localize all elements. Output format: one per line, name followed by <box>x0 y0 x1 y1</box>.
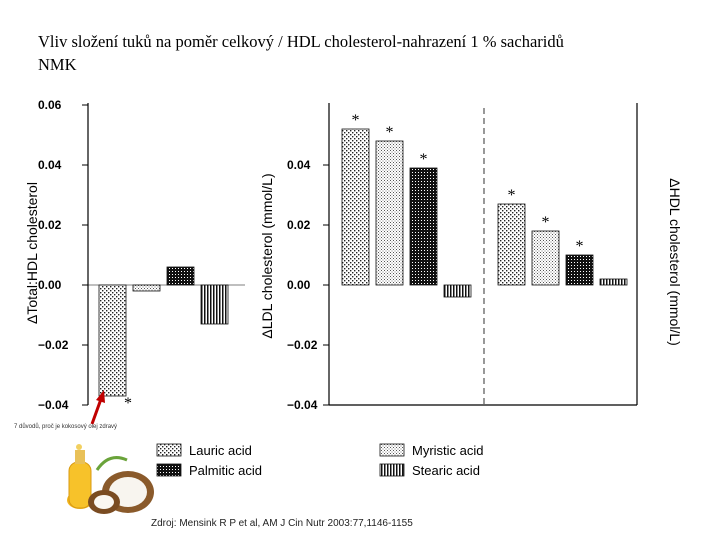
legend-swatch-stearic <box>379 463 405 477</box>
bar-ldl-myristic <box>375 140 404 286</box>
left-tick-labels: 0.06 0.04 0.02 0.00 −0.02 −0.04 <box>38 98 88 412</box>
significance-star-hdl-palmitic: * <box>576 238 584 255</box>
bar-total-hdl-lauric <box>98 284 127 397</box>
source-citation: Zdroj: Mensink R P et al, AM J Cin Nutr … <box>151 518 413 529</box>
coconut-oil-bottle-image <box>67 444 154 514</box>
bar-ldl-lauric <box>341 128 370 286</box>
bar-total-hdl-myristic <box>132 284 161 292</box>
bar-total-hdl-stearic <box>200 284 229 325</box>
significance-star-ldl-palmitic: * <box>420 151 428 168</box>
title-line-2: NMK <box>38 55 77 74</box>
legend-label-myristic: Myristic acid <box>412 443 484 458</box>
left-tick-label: −0.02 <box>38 338 69 352</box>
left-tick-label: 0.00 <box>38 278 62 292</box>
ylabel-hdl: ΔHDL cholesterol (mmol/L) <box>667 178 683 346</box>
middle-tick-label: −0.04 <box>287 398 318 412</box>
ylabel-ldl: ΔLDL cholesterol (mmol/L) <box>259 173 275 338</box>
middle-tick-labels: 0.04 0.02 0.00 −0.02 −0.04 <box>287 158 329 412</box>
left-tick-label: −0.04 <box>38 398 69 412</box>
bar-ldl-palmitic <box>409 167 438 286</box>
middle-tick-label: 0.04 <box>287 158 311 172</box>
legend-swatch-palmitic <box>156 463 182 477</box>
legend-label-palmitic: Palmitic acid <box>189 463 262 478</box>
significance-star-ldl-lauric: * <box>352 112 360 129</box>
significance-star-hdl-lauric: * <box>508 187 516 204</box>
legend-label-stearic: Stearic acid <box>412 463 480 478</box>
significance-star-total-hdl-lauric: * <box>124 395 132 412</box>
significance-star-hdl-myristic: * <box>542 214 550 231</box>
bar-hdl-lauric <box>497 203 526 286</box>
legend-swatch-lauric <box>156 443 182 457</box>
left-tick-label: 0.06 <box>38 98 62 112</box>
bar-total-hdl-palmitic <box>166 266 195 286</box>
legend-swatch-myristic <box>379 443 405 457</box>
legend-label-lauric: Lauric acid <box>189 443 252 458</box>
bars <box>98 128 628 397</box>
left-tick-label: 0.02 <box>38 218 62 232</box>
significance-marks: * * * * * * * <box>124 112 584 412</box>
chart-title: Vliv složení tuků na poměr celkový / HDL… <box>38 30 718 76</box>
bar-hdl-stearic <box>599 278 628 286</box>
bar-hdl-myristic <box>531 230 560 286</box>
image-caption-note: 7 důvodů, proč je kokosový olej zdravý <box>14 424 118 430</box>
bar-hdl-palmitic <box>565 254 594 286</box>
middle-tick-label: −0.02 <box>287 338 318 352</box>
significance-star-ldl-myristic: * <box>386 124 394 141</box>
middle-tick-label: 0.00 <box>287 278 311 292</box>
middle-tick-label: 0.02 <box>287 218 311 232</box>
legend: Lauric acid Palmitic acid Myristic acid … <box>156 443 484 478</box>
ylabel-total-hdl: ΔTotal:HDL cholesterol <box>24 182 40 324</box>
red-arrow-icon <box>90 390 105 425</box>
title-line-1: Vliv složení tuků na poměr celkový / HDL… <box>38 32 564 51</box>
bar-ldl-stearic <box>443 284 472 298</box>
left-tick-label: 0.04 <box>38 158 62 172</box>
